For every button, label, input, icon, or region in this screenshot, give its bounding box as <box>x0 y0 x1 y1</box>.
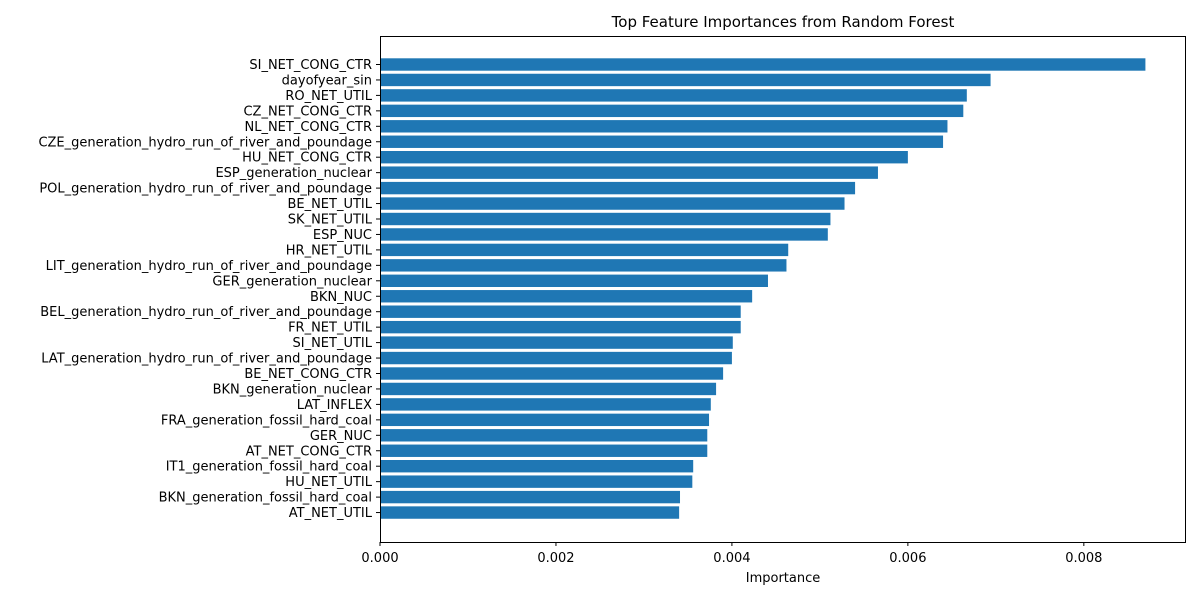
bar <box>380 89 967 102</box>
y-tick-label: HU_NET_CONG_CTR <box>242 151 372 166</box>
y-tick-label: SI_NET_CONG_CTR <box>249 58 372 73</box>
bar <box>380 351 732 365</box>
y-axis: SI_NET_CONG_CTRdayofyear_sinRO_NET_UTILC… <box>38 58 380 521</box>
bar <box>380 212 831 226</box>
bar <box>380 120 948 133</box>
y-tick-label: IT1_generation_fossil_hard_coal <box>166 460 372 475</box>
y-tick-label: ESP_NUC <box>313 228 372 243</box>
y-tick-label: SI_NET_UTIL <box>293 336 373 351</box>
bar <box>380 259 787 272</box>
chart-title: Top Feature Importances from Random Fore… <box>611 13 955 31</box>
bar <box>380 506 680 519</box>
y-tick-label: SK_NET_UTIL <box>288 213 373 228</box>
x-axis: 0.000 0.002 0.004 0.006 0.008 <box>361 542 1102 566</box>
bar <box>380 151 908 164</box>
bar <box>380 290 753 303</box>
y-tick-label: AT_NET_CONG_CTR <box>246 444 372 459</box>
y-tick-label: FRA_generation_fossil_hard_coal <box>161 413 372 428</box>
plot-frame <box>380 36 1186 543</box>
y-tick-label: HU_NET_UTIL <box>285 475 372 490</box>
y-tick-label: LAT_generation_hydro_run_of_river_and_po… <box>41 352 372 367</box>
bar <box>380 243 789 257</box>
bars-group <box>380 58 1146 519</box>
y-tick-label: BEL_generation_hydro_run_of_river_and_po… <box>40 305 372 320</box>
bar <box>380 413 710 427</box>
bar <box>380 181 856 195</box>
y-tick-label: HR_NET_UTIL <box>286 243 373 258</box>
y-tick-label: AT_NET_UTIL <box>289 506 373 521</box>
y-tick-label: CZ_NET_CONG_CTR <box>243 104 372 119</box>
bar <box>380 320 741 334</box>
y-tick-label: BE_NET_CONG_CTR <box>244 367 372 382</box>
y-tick-label: LIT_generation_hydro_run_of_river_and_po… <box>46 259 372 274</box>
y-tick-label: BKN_generation_fossil_hard_coal <box>159 491 372 506</box>
y-tick-label: BE_NET_UTIL <box>287 197 372 212</box>
x-tick-label: 0.008 <box>1065 551 1102 566</box>
y-tick-label: BKN_NUC <box>310 290 372 305</box>
y-tick-label: POL_generation_hydro_run_of_river_and_po… <box>39 182 372 197</box>
bar <box>380 305 741 318</box>
bar <box>380 104 964 118</box>
x-tick-label: 0.004 <box>713 551 750 566</box>
y-tick-label: ESP_generation_nuclear <box>215 166 372 181</box>
bar <box>380 274 768 287</box>
y-tick-label: NL_NET_CONG_CTR <box>244 120 372 135</box>
y-tick-label: dayofyear_sin <box>282 73 372 88</box>
bar <box>380 367 724 380</box>
y-tick-label: GER_NUC <box>310 429 372 444</box>
bar <box>380 444 708 457</box>
bar <box>380 336 733 349</box>
y-tick-label: FR_NET_UTIL <box>288 321 373 336</box>
y-tick-label: BKN_generation_nuclear <box>213 382 373 397</box>
bar <box>380 73 991 87</box>
bar <box>380 429 708 442</box>
bar <box>380 166 878 179</box>
bar <box>380 197 845 210</box>
bar <box>380 135 944 148</box>
bar <box>380 382 717 396</box>
bar <box>380 398 711 411</box>
x-tick-label: 0.002 <box>537 551 574 566</box>
x-tick-label: 0.000 <box>361 551 398 566</box>
bar <box>380 58 1146 71</box>
y-tick-label: GER_generation_nuclear <box>212 274 372 289</box>
y-tick-label: RO_NET_UTIL <box>285 89 372 104</box>
bar <box>380 460 694 473</box>
y-tick-label: CZE_generation_hydro_run_of_river_and_po… <box>38 135 372 150</box>
bar <box>380 228 828 241</box>
x-tick-label: 0.006 <box>889 551 926 566</box>
y-tick-label: LAT_INFLEX <box>297 398 372 413</box>
x-axis-title: Importance <box>746 571 821 586</box>
bar <box>380 490 681 504</box>
bar <box>380 475 693 488</box>
